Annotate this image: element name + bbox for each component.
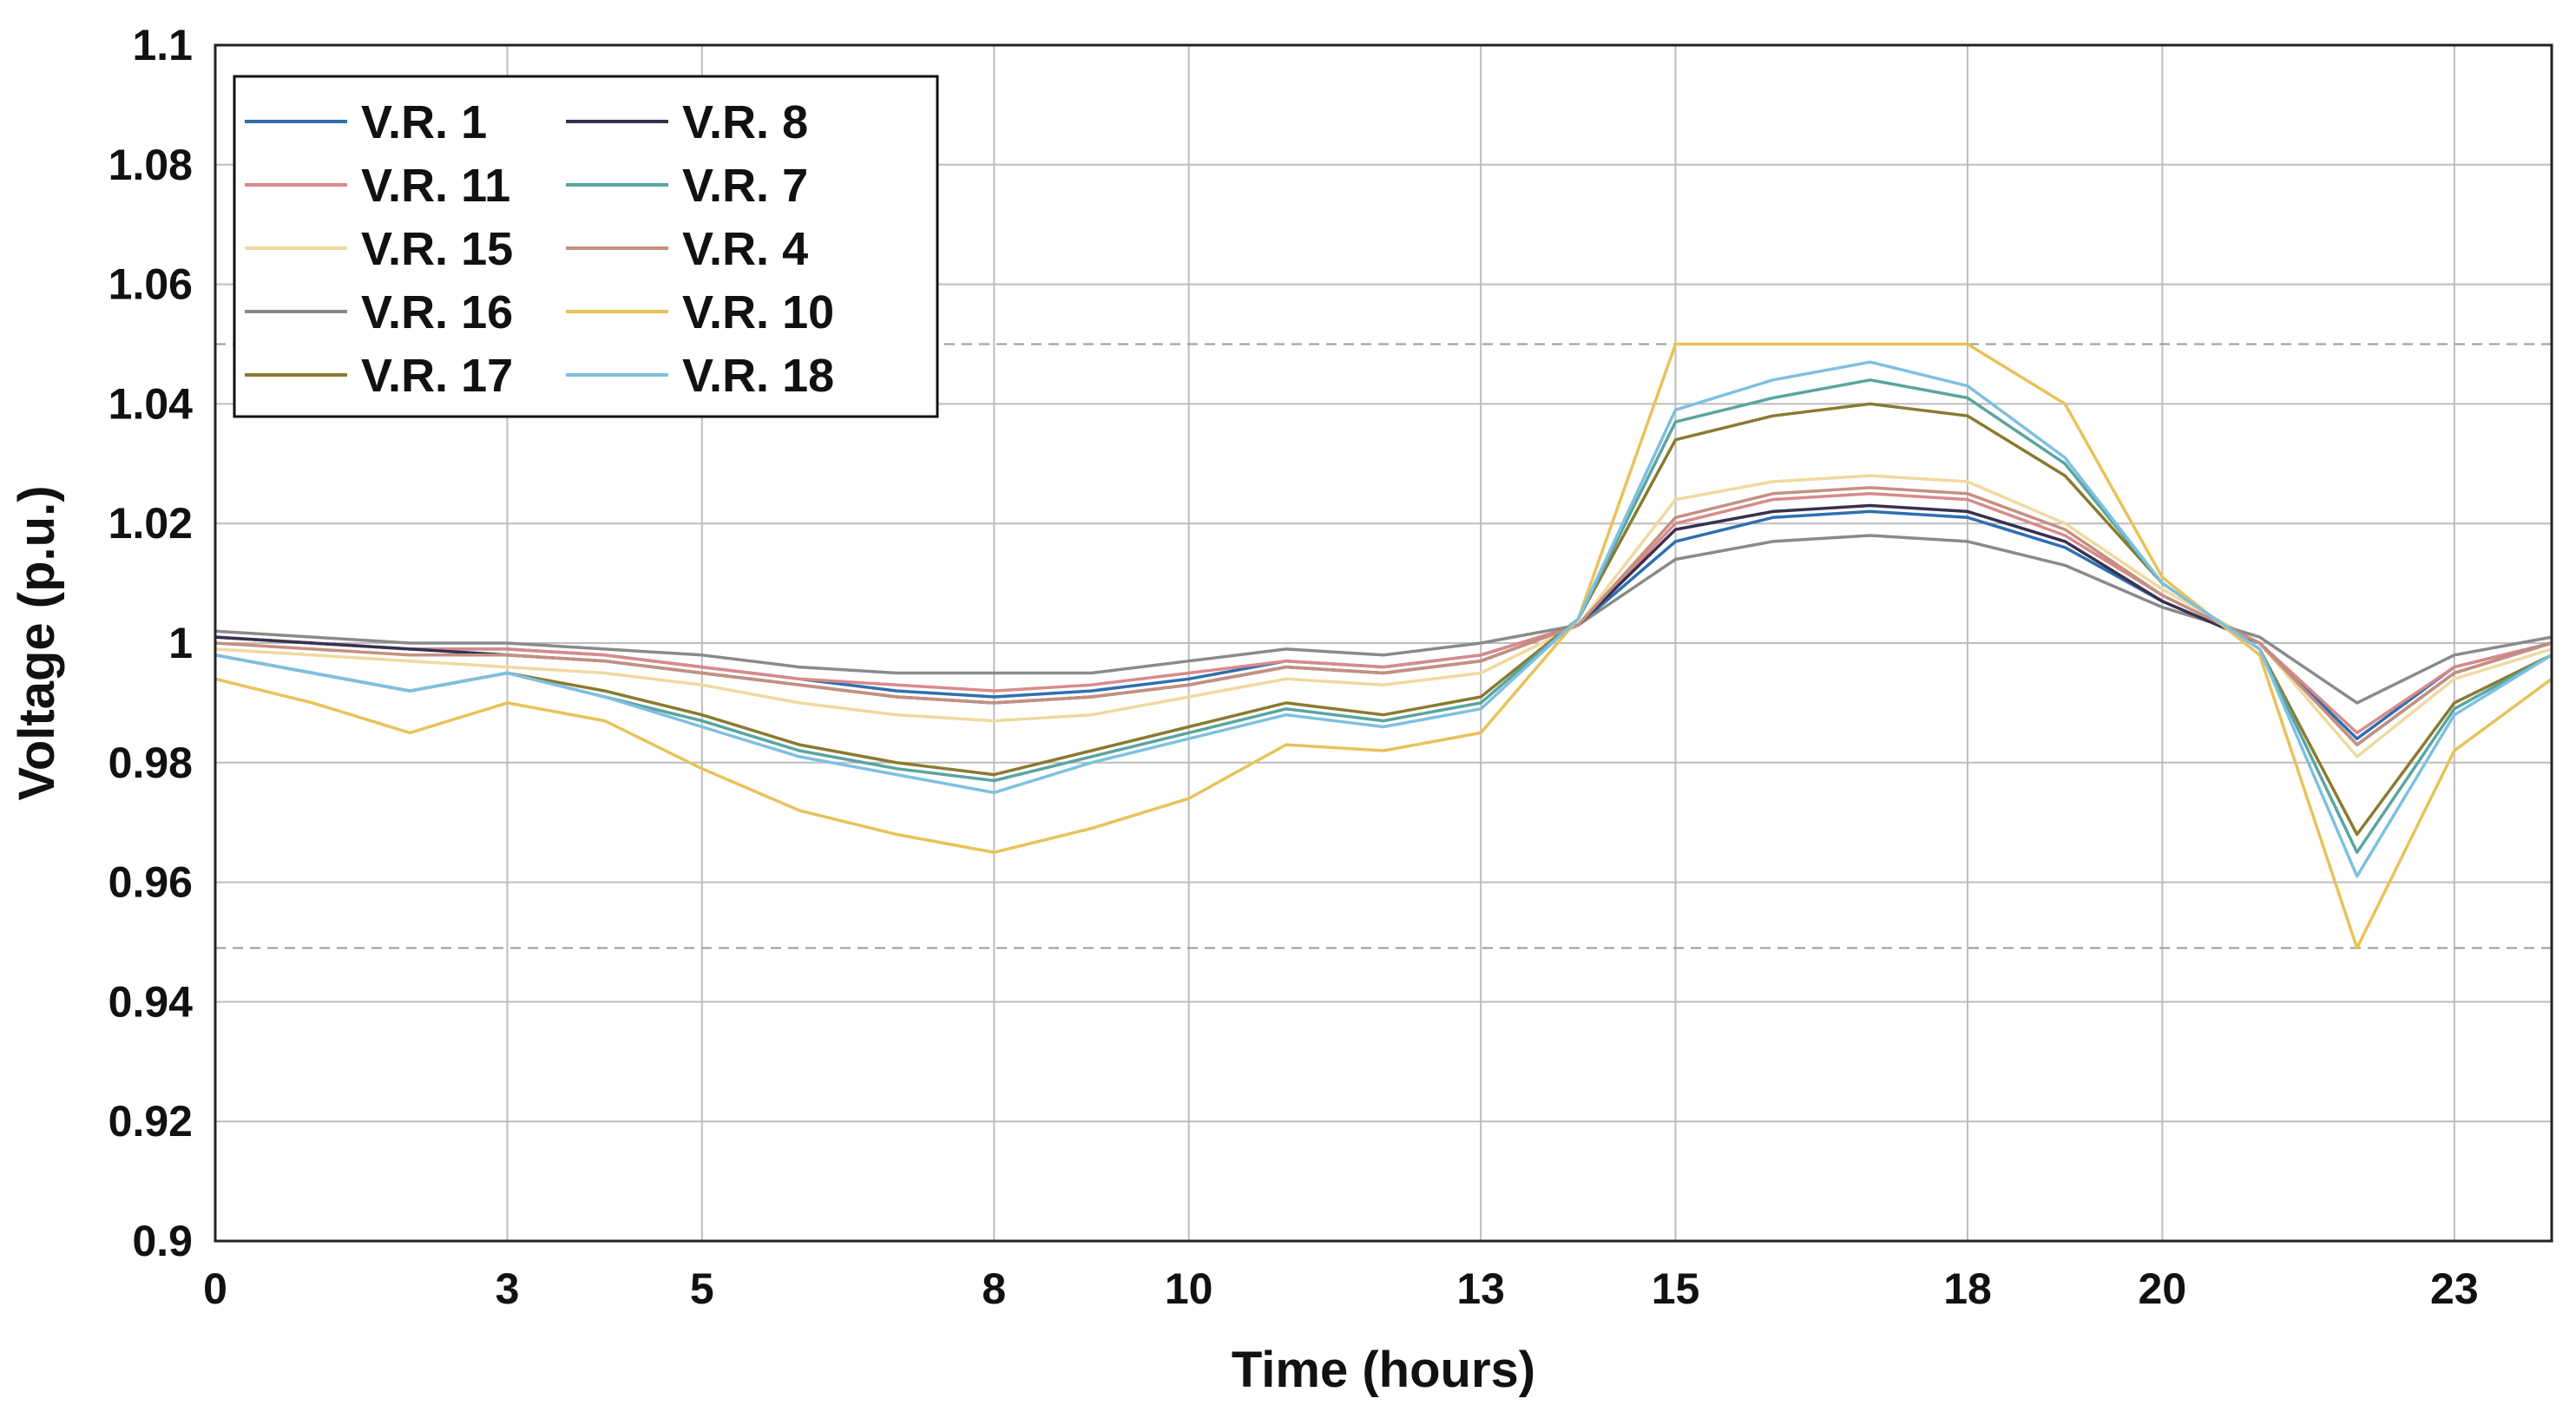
x-tick-label: 3 bbox=[496, 1264, 520, 1313]
legend-label: V.R. 16 bbox=[361, 286, 513, 338]
series-group bbox=[214, 342, 2553, 950]
plot-frame bbox=[214, 43, 2553, 1243]
y-tick-label: 0.96 bbox=[108, 858, 193, 907]
legend-label: V.R. 7 bbox=[682, 160, 808, 212]
y-tick-label: 1.06 bbox=[108, 260, 193, 309]
legend-label: V.R. 8 bbox=[682, 96, 808, 148]
legend: V.R. 1 V.R. 11 V.R. 15 V.R. 16 V.R. 17 V.R. 8… bbox=[233, 75, 939, 418]
y-tick-label: 1.02 bbox=[108, 499, 193, 548]
x-tick-label: 20 bbox=[2139, 1264, 2187, 1313]
y-tick-label: 1 bbox=[168, 619, 193, 667]
y-axis-label: Voltage (p.u.) bbox=[9, 485, 65, 800]
x-axis-label: Time (hours) bbox=[1232, 1342, 1535, 1398]
y-tick-label: 0.92 bbox=[108, 1097, 193, 1146]
legend-label: V.R. 1 bbox=[361, 96, 487, 148]
x-tick-label: 18 bbox=[1943, 1264, 1992, 1313]
y-tick-labels: 0.9 0.92 0.94 0.96 0.98 1 1.02 1.04 1.06 1.08 1.1 bbox=[108, 21, 194, 1265]
x-tick-label: 13 bbox=[1456, 1264, 1505, 1313]
series-line bbox=[214, 342, 2553, 950]
series-line bbox=[214, 534, 2553, 705]
y-tick-label: 1.04 bbox=[108, 379, 194, 428]
x-tick-labels: 0 3 5 8 10 13 15 18 20 23 bbox=[203, 1264, 2479, 1313]
y-tick-label: 1.08 bbox=[108, 141, 193, 189]
x-tick-label: 10 bbox=[1165, 1264, 1213, 1313]
y-tick-label: 1.1 bbox=[132, 21, 193, 69]
legend-label: V.R. 10 bbox=[682, 286, 834, 338]
series-line bbox=[214, 474, 2553, 758]
x-tick-label: 23 bbox=[2430, 1264, 2479, 1313]
legend-label: V.R. 4 bbox=[682, 223, 808, 275]
x-tick-label: 8 bbox=[982, 1264, 1006, 1313]
series-line bbox=[214, 360, 2553, 878]
x-tick-label: 15 bbox=[1652, 1264, 1700, 1313]
x-tick-label: 5 bbox=[690, 1264, 714, 1313]
y-tick-label: 0.94 bbox=[108, 977, 194, 1026]
x-tick-label: 0 bbox=[203, 1264, 227, 1313]
legend-label: V.R. 18 bbox=[682, 350, 834, 402]
y-tick-label: 0.98 bbox=[108, 739, 193, 787]
y-tick-label: 0.9 bbox=[132, 1217, 193, 1265]
legend-label: V.R. 15 bbox=[361, 223, 513, 275]
series-line bbox=[214, 486, 2553, 746]
legend-label: V.R. 17 bbox=[361, 350, 513, 402]
legend-label: V.R. 11 bbox=[361, 160, 510, 212]
